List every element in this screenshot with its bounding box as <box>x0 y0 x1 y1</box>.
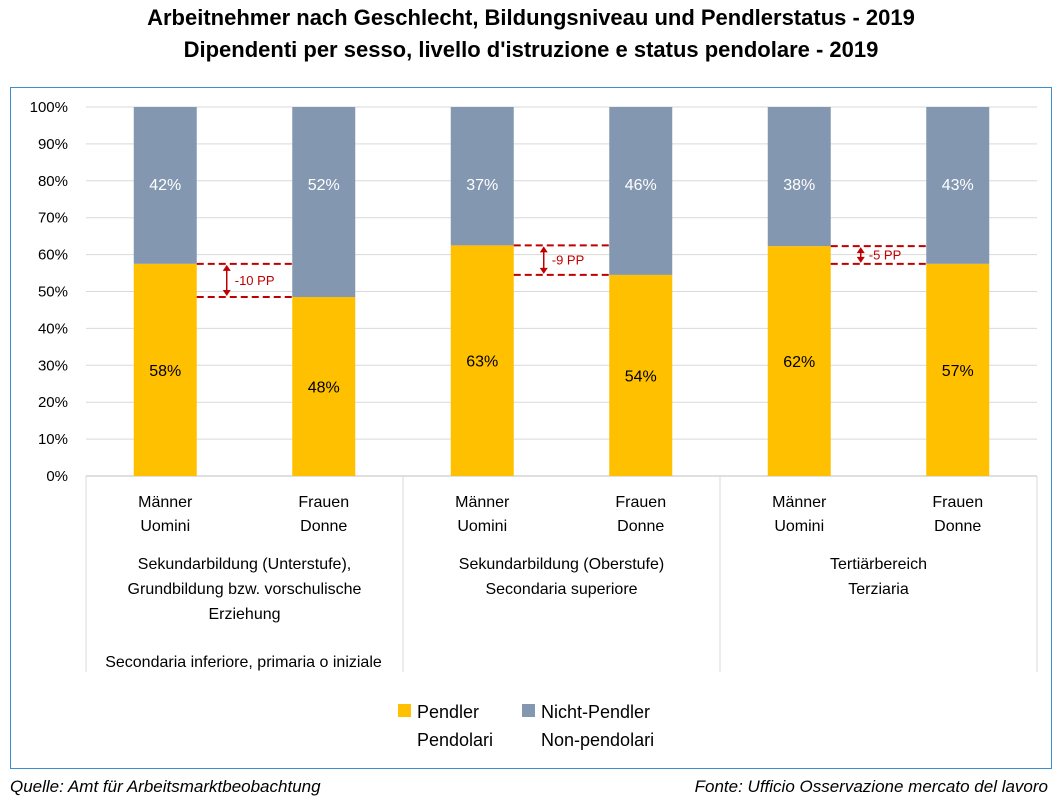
group-label: Secondaria superiore <box>485 581 637 598</box>
y-tick-label: 50% <box>38 284 68 301</box>
legend-label-it: Non-pendolari <box>541 730 654 750</box>
source-italian: Fonte: Ufficio Osservazione mercato del … <box>694 777 1048 796</box>
category-label-it: Donne <box>617 518 664 535</box>
difference-arrow-head <box>222 264 231 271</box>
legend-swatch <box>398 704 411 717</box>
difference-arrow-head <box>856 256 865 263</box>
bar-pendler <box>926 263 990 476</box>
y-tick-label: 70% <box>38 210 68 227</box>
legend-label-de: Pendler <box>417 702 479 722</box>
source-german: Quelle: Amt für Arbeitsmarktbeobachtung <box>10 777 321 796</box>
chart-frame <box>10 87 1052 769</box>
chart-title-german: Arbeitnehmer nach Geschlecht, Bildungsni… <box>147 5 915 30</box>
y-tick-label: 40% <box>38 320 68 337</box>
category-label-de: Frauen <box>932 494 983 511</box>
category-label-it: Donne <box>300 518 347 535</box>
y-tick-label: 80% <box>38 173 68 190</box>
data-label: 54% <box>625 368 657 385</box>
bar-pendler <box>133 263 197 476</box>
data-label: 57% <box>942 363 974 380</box>
data-label: 42% <box>149 177 181 194</box>
bar-nicht-pendler <box>767 107 831 247</box>
difference-label: -10 PP <box>235 273 275 288</box>
data-label: 52% <box>308 177 340 194</box>
y-tick-label: 90% <box>38 136 68 153</box>
group-label: Erziehung <box>208 606 280 623</box>
y-tick-label: 60% <box>38 247 68 264</box>
bar-nicht-pendler <box>133 107 197 264</box>
bar-pendler <box>767 246 831 476</box>
group-label: Sekundarbildung (Unterstufe), <box>138 556 351 573</box>
y-tick-label: 10% <box>38 431 68 448</box>
category-label-it: Uomini <box>457 518 507 535</box>
bar-nicht-pendler <box>450 107 514 246</box>
difference-arrow-head <box>856 247 865 254</box>
data-label: 46% <box>625 177 657 194</box>
difference-arrow-head <box>222 290 231 297</box>
bar-pendler <box>450 245 514 476</box>
y-tick-label: 0% <box>46 468 68 485</box>
category-label-de: Männer <box>138 494 193 511</box>
data-label: 48% <box>308 380 340 397</box>
data-label: 62% <box>783 354 815 371</box>
group-note: Secondaria inferiore, primaria o inizial… <box>105 654 382 671</box>
data-label: 63% <box>466 354 498 371</box>
bar-pendler <box>292 297 356 476</box>
category-label-it: Uomini <box>140 518 190 535</box>
difference-arrow-head <box>539 246 548 253</box>
data-label: 43% <box>942 177 974 194</box>
category-label-it: Donne <box>934 518 981 535</box>
y-tick-label: 100% <box>30 99 68 116</box>
y-tick-label: 30% <box>38 357 68 374</box>
difference-arrow-head <box>539 267 548 274</box>
category-label-de: Frauen <box>298 494 349 511</box>
legend-swatch <box>522 704 535 717</box>
difference-label: -5 PP <box>869 247 902 262</box>
y-tick-label: 20% <box>38 394 68 411</box>
data-label: 38% <box>783 177 815 194</box>
category-label-de: Männer <box>772 494 827 511</box>
category-label-de: Männer <box>455 494 510 511</box>
legend-label-de: Nicht-Pendler <box>541 702 650 722</box>
group-label: Tertiärbereich <box>830 556 927 573</box>
category-label-it: Uomini <box>774 518 824 535</box>
data-label: 58% <box>149 363 181 380</box>
difference-label: -9 PP <box>552 253 585 268</box>
bar-pendler <box>609 274 673 476</box>
group-label: Terziaria <box>848 581 909 598</box>
bar-nicht-pendler <box>292 107 356 298</box>
group-label: Grundbildung bzw. vorschulische <box>128 581 362 598</box>
legend-label-it: Pendolari <box>417 730 493 750</box>
category-label-de: Frauen <box>615 494 666 511</box>
bar-nicht-pendler <box>609 107 673 275</box>
chart-title-italian: Dipendenti per sesso, livello d'istruzio… <box>183 37 879 62</box>
data-label: 37% <box>466 177 498 194</box>
bar-nicht-pendler <box>926 107 990 264</box>
group-label: Sekundarbildung (Oberstufe) <box>459 556 664 573</box>
